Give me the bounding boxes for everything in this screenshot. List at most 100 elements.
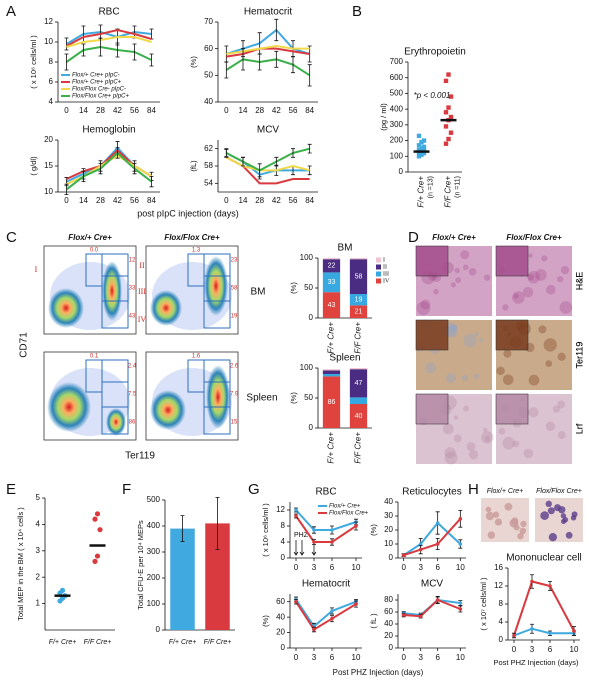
row-label: Ter119: [574, 342, 584, 369]
point: [94, 553, 101, 559]
error-bar: [241, 48, 245, 71]
n-label: (n =13): [427, 176, 434, 198]
point: [418, 547, 423, 552]
row-label: H&E: [574, 272, 584, 291]
panel-letter: D: [408, 229, 419, 246]
bar-segment: [349, 397, 368, 404]
line: [295, 515, 357, 543]
histology-texture: [425, 362, 436, 374]
legend-swatch: [376, 278, 381, 284]
gate-value: 1.6: [192, 354, 201, 360]
y-tick-label: 600: [390, 73, 404, 82]
y-tick-label: 62: [204, 144, 213, 153]
histology-texture: [496, 366, 505, 376]
histology-texture: [446, 373, 456, 384]
y-tick-label: 0: [156, 625, 161, 634]
y-tick-label: 300: [390, 120, 404, 129]
point: [416, 133, 422, 139]
smear-cell: [492, 511, 500, 518]
x-tick-label: F/F Cre+: [204, 639, 232, 646]
x-tick-label: 10: [456, 653, 465, 662]
histology-texture: [478, 338, 484, 343]
error-bar: [81, 43, 86, 57]
histology-texture: [454, 267, 460, 274]
gate-name: IV: [138, 315, 147, 324]
error-bar: [115, 42, 120, 58]
gate: [203, 406, 231, 435]
y-axis-label: (%): [369, 524, 378, 536]
legend-label: IV: [383, 278, 390, 284]
y-tick-label: 58: [204, 161, 213, 170]
y-tick-label: 60: [276, 597, 285, 606]
histology-texture: [527, 271, 540, 284]
error-bar: [307, 45, 312, 63]
histology-texture: [483, 274, 491, 281]
line: [226, 47, 310, 58]
x-tick-label: F/+ Cre+: [327, 322, 336, 354]
y-tick-label: 300: [147, 547, 161, 556]
histology-texture: [462, 264, 469, 271]
chart-title: Hematocrit: [302, 579, 351, 590]
histology-texture: [552, 405, 561, 413]
column-header: Flox/Flox Cre+: [536, 488, 582, 495]
point: [92, 558, 98, 564]
y-axis-label: ( x 10⁶ cells/ml ): [29, 35, 38, 89]
arrow: [293, 540, 299, 556]
y-tick-label: 0: [281, 643, 286, 652]
x-tick-label: F/+ Cre+: [169, 639, 197, 646]
histology-texture: [512, 291, 525, 304]
point: [401, 613, 406, 617]
gate-value: 7.5: [128, 392, 137, 398]
point: [421, 138, 427, 143]
y-tick-label: 200: [147, 573, 161, 582]
y-tick-label: 80: [384, 595, 393, 604]
y-tick-label: 4: [499, 617, 504, 626]
histology-texture: [444, 451, 458, 465]
point: [419, 139, 424, 145]
y-tick-label: 100: [300, 363, 314, 372]
y-tick-label: 500: [390, 89, 404, 98]
chart-title: Mononuclear cell: [506, 553, 582, 564]
x-tick-label: 56: [289, 196, 298, 205]
histology-inset: [415, 245, 449, 277]
x-tick-label: 3: [530, 645, 535, 654]
legend-label: Flox/+ Cre+: [329, 504, 361, 510]
legend-label: Flox/Flox Cre+ pIpC+: [72, 94, 130, 100]
annotation: *p < 0.001: [414, 91, 451, 100]
bar-segment: [322, 258, 341, 260]
smear-cell: [485, 511, 495, 521]
smear-cell: [562, 517, 569, 523]
point: [443, 78, 449, 84]
point: [458, 517, 463, 521]
x-tick-label: 0: [224, 106, 229, 115]
error-bar: [291, 148, 295, 158]
data-label: 22: [328, 263, 336, 270]
histology-texture: [474, 332, 479, 337]
gate-value: 0.1: [90, 354, 99, 360]
bar-segment: [322, 272, 341, 293]
x-tick-label: 56: [130, 196, 139, 205]
histology-texture: [445, 325, 458, 338]
panel-letter: B: [352, 3, 362, 20]
flow-density: [106, 408, 126, 436]
bar-segment: [349, 258, 368, 260]
error-bar: [132, 163, 137, 175]
data-label: 86: [328, 399, 336, 406]
x-tick-label: 42: [113, 106, 122, 115]
line: [513, 627, 574, 637]
y-axis-label: (%): [261, 615, 270, 627]
legend-label: Flox/Flox Cre+: [329, 511, 369, 517]
panel-letter: A: [6, 3, 16, 20]
arrow: [299, 540, 305, 556]
smear-cell: [487, 531, 496, 539]
point: [401, 553, 406, 557]
x-tick-label: 28: [96, 106, 105, 115]
point: [416, 147, 422, 153]
chart-title: Spleen: [329, 353, 360, 364]
x-tick-label: F/+ Cre+: [417, 176, 426, 208]
x-tick-label: 6: [548, 645, 553, 654]
histology-texture: [545, 360, 553, 367]
column-header: Flox/+ Cre+: [487, 488, 524, 495]
error-bar: [64, 37, 69, 51]
data-label: 19: [355, 297, 363, 304]
